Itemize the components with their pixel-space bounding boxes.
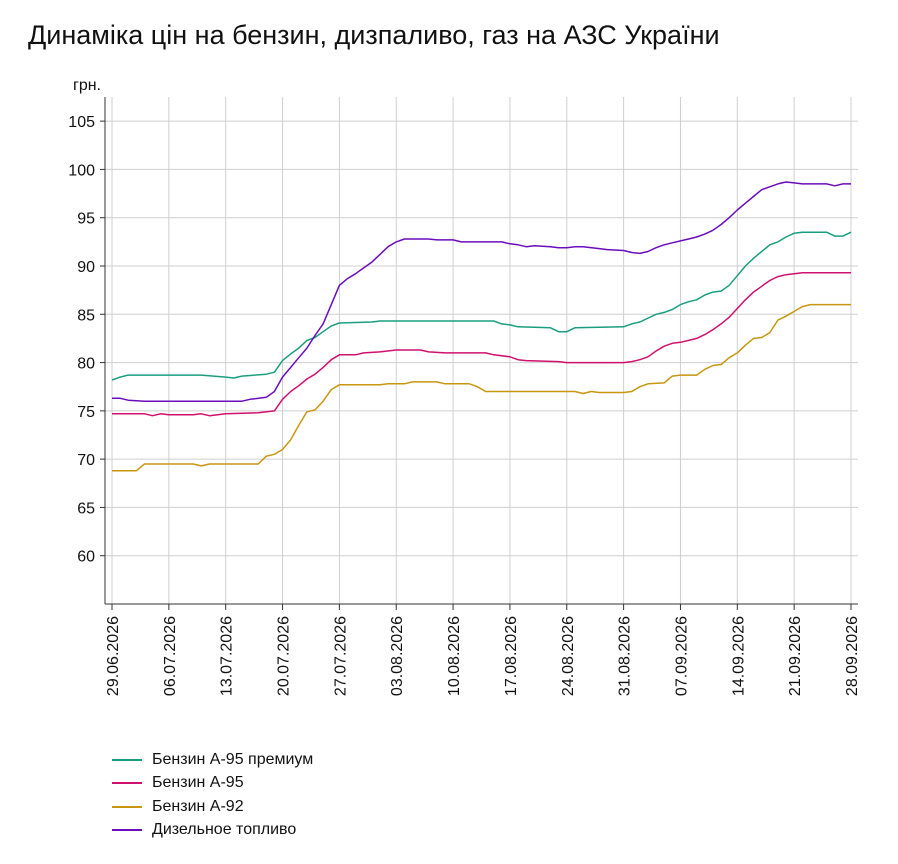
y-tick-label: 100 [68, 162, 95, 179]
x-tick-label: 06.07.2026 [162, 616, 179, 696]
x-tick-label: 03.08.2026 [389, 616, 406, 696]
legend-item: Бензин А-95 премиум [112, 748, 313, 772]
legend-label: Бензин А-95 [152, 774, 244, 792]
legend-label: Бензин А-92 [152, 797, 244, 815]
legend-swatch [112, 805, 142, 808]
series-line-2 [112, 272, 851, 417]
y-tick-label: 80 [77, 356, 95, 373]
y-axis-label: грн. [73, 77, 101, 94]
series-line-3 [112, 303, 851, 472]
legend-swatch [112, 758, 142, 761]
axes: 60 65 70 75 80 85 90 95 100 105 29.06.2026 06.07.20… [68, 97, 861, 696]
series-line-1 [111, 231, 852, 381]
series-line-4 [112, 181, 851, 402]
legend-item: Дизельное топливо [112, 819, 313, 843]
y-tick-label: 70 [77, 452, 95, 469]
y-tick-label: 75 [77, 404, 95, 421]
x-tick-label: 20.07.2026 [276, 616, 293, 696]
legend-label: Дизельное топливо [152, 821, 297, 839]
line-chart: 60 65 70 75 80 85 90 95 100 105 29.06.2026 06.07.20… [68, 77, 861, 696]
y-tick-label: 105 [68, 114, 95, 131]
x-tick-label: 13.07.2026 [219, 616, 236, 696]
x-tick-label: 29.06.2026 [105, 616, 122, 696]
legend: Бензин А-95 премиум Бензин А-95 Бензин А-9… [112, 748, 313, 842]
grid [105, 97, 858, 604]
x-tick-label: 07.09.2026 [673, 616, 690, 696]
x-tick-label: 21.09.2026 [787, 616, 804, 696]
y-tick-label: 95 [77, 211, 95, 228]
y-tick-label: 65 [77, 500, 95, 517]
legend-swatch [112, 782, 142, 785]
chart-title: Динаміка цін на бензин, дизпаливо, газ н… [28, 20, 720, 50]
legend-item: Бензин А-92 [112, 795, 313, 819]
series-lines [111, 181, 852, 472]
x-tick-label: 31.08.2026 [617, 616, 634, 696]
legend-label: Бензин А-95 премиум [152, 750, 314, 768]
y-tick-label: 90 [77, 259, 95, 276]
legend-swatch [112, 829, 142, 832]
x-tick-label: 14.09.2026 [730, 616, 747, 696]
y-tick-label: 60 [77, 549, 95, 566]
x-tick-label: 17.08.2026 [503, 616, 520, 696]
x-tick-label: 27.07.2026 [332, 616, 349, 696]
x-tick-label: 10.08.2026 [446, 616, 463, 696]
legend-item: Бензин А-95 [112, 772, 313, 796]
x-tick-label: 28.09.2026 [844, 616, 861, 696]
x-tick-label: 24.08.2026 [560, 616, 577, 696]
y-tick-label: 85 [77, 307, 95, 324]
